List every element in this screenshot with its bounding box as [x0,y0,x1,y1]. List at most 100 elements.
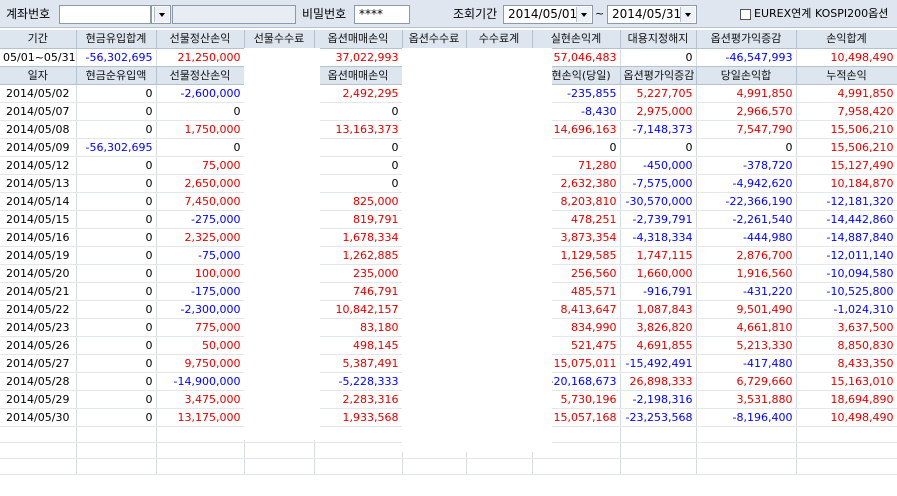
column-header: 누적손익 [796,66,897,85]
table-cell: -5,228,333 [314,372,403,391]
table-cell: 825,000 [314,192,403,211]
empty-cell [696,426,797,443]
table-cell: 2,876,700 [696,246,797,265]
table-cell: 18,694,890 [796,390,897,409]
table-cell: -10,094,580 [796,264,897,283]
column-header: 실현손익(당일) [532,66,621,85]
table-cell: 0 [76,408,157,427]
table-cell: 2,632,380 [532,174,621,193]
table-cell: 4,661,810 [696,318,797,337]
table-row[interactable]: 2014/05/27 0 9,750,000 5,387,491 15,075,011-… [0,354,897,373]
empty-cell [244,442,315,459]
table-cell: -444,980 [696,228,797,247]
start-date-picker[interactable]: 2014/05/01 [503,5,593,24]
masked-column-futures-fee [244,48,320,440]
table-cell: 0 [76,336,157,355]
table-cell: 2014/05/02 [0,84,77,103]
search-bar: 계좌번호 비밀번호 **** 조회기간 2014/05/01 ~ 2014/05… [0,0,897,28]
table-cell: 4,691,855 [620,336,697,355]
table-cell: 9,750,000 [156,354,245,373]
column-header: 기간 [0,30,77,49]
account-dropdown-button[interactable] [151,5,171,24]
table-cell: -378,720 [696,156,797,175]
empty-cell [620,426,697,443]
summary-header-row[interactable]: 기간 현금유입합계 선물정산손익 선물수수료 옵션매매손익 옵션수수료 수수료계 실현손익계 대… [0,30,897,49]
table-cell: 8,203,810 [532,192,621,211]
column-header: 선물정산손익 [156,30,245,49]
table-cell: 5,213,330 [696,336,797,355]
empty-cell [532,426,621,443]
table-cell: 0 [314,174,403,193]
summary-cell: 0 [620,48,697,67]
column-header: 옵션매매손익 [314,30,403,49]
table-cell: 1,933,568 [314,408,403,427]
table-cell: 8,850,830 [796,336,897,355]
account-input[interactable] [59,5,151,24]
table-cell: 0 [76,192,157,211]
table-cell: 0 [76,84,157,103]
table-cell: 0 [156,102,245,121]
account-name-field [172,5,296,24]
table-cell: 0 [76,156,157,175]
empty-cell [796,458,897,475]
table-cell: -2,739,791 [620,210,697,229]
empty-cell [76,442,157,459]
end-date-picker[interactable]: 2014/05/31 [607,5,697,24]
table-cell: 2014/05/26 [0,336,77,355]
table-cell: 2014/05/12 [0,156,77,175]
password-input[interactable]: **** [354,5,410,24]
table-cell: 2,975,000 [620,102,697,121]
table-cell: 15,127,490 [796,156,897,175]
empty-cell [0,442,77,459]
summary-row[interactable]: 05/01~05/31 -56,302,695 21,250,000 37,022,9… [0,48,897,67]
table-cell: 83,180 [314,318,403,337]
table-row[interactable]: 2014/05/23 0 775,000 83,180 834,990 3,826,820… [0,318,897,337]
table-cell: 0 [76,102,157,121]
table-cell: 2014/05/08 [0,120,77,139]
table-cell: 1,262,885 [314,246,403,265]
table-cell: 0 [76,282,157,301]
table-cell: 0 [76,300,157,319]
summary-cell: 57,046,483 [532,48,621,67]
table-row[interactable]: 2014/05/15 0 -275,000 819,791 478,251 -2,739,… [0,210,897,229]
table-cell: 10,498,490 [796,408,897,427]
table-cell: 0 [76,354,157,373]
table-cell: 3,637,500 [796,318,897,337]
password-label: 비밀번호 [302,7,347,21]
table-cell: 5,227,705 [620,84,697,103]
table-cell: -275,000 [156,210,245,229]
table-cell: 71,280 [532,156,621,175]
table-cell: 775,000 [156,318,245,337]
summary-cell: 21,250,000 [156,48,245,67]
table-cell: -15,492,491 [620,354,697,373]
table-cell: 15,057,168 [532,408,621,427]
table-cell: 4,991,850 [796,84,897,103]
table-cell: 50,000 [156,336,245,355]
table-cell: -20,168,673 [532,372,621,391]
table-cell: 0 [156,138,245,157]
table-cell: -7,148,373 [620,120,697,139]
table-cell: 0 [532,138,621,157]
table-cell: 10,842,157 [314,300,403,319]
eurex-checkbox[interactable] [740,9,751,20]
table-cell: -12,181,320 [796,192,897,211]
table-cell: 15,075,011 [532,354,621,373]
column-header: 현금순유입액 [76,66,157,85]
empty-cell [156,426,245,443]
table-cell: 1,916,560 [696,264,797,283]
column-header: 선물정산손익 [156,66,245,85]
chevron-down-icon[interactable] [576,7,591,22]
empty-cell [156,442,245,459]
chevron-down-icon [154,7,169,22]
table-cell: 521,475 [532,336,621,355]
table-cell: 8,413,647 [532,300,621,319]
column-header: 현금유입합계 [76,30,157,49]
date-range-separator: ~ [595,7,605,20]
summary-cell: 37,022,993 [314,48,403,67]
chevron-down-icon[interactable] [680,7,695,22]
period-label: 조회기간 [453,7,498,21]
table-cell: 15,506,210 [796,120,897,139]
table-cell: 478,251 [532,210,621,229]
table-cell: -175,000 [156,282,245,301]
table-cell: 10,184,870 [796,174,897,193]
